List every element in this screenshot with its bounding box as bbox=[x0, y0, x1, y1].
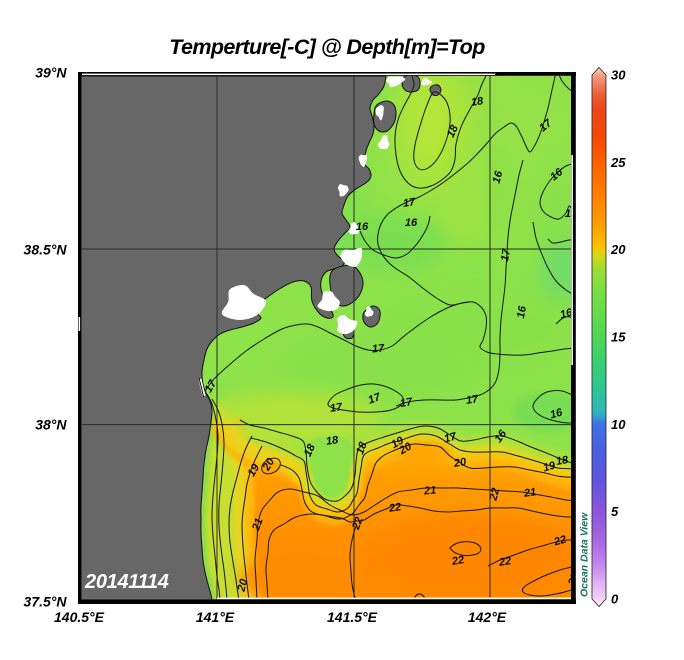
svg-text:21: 21 bbox=[422, 484, 436, 497]
svg-text:Temperture[-C] @ Depth[m]=Top: Temperture[-C] @ Depth[m]=Top bbox=[169, 35, 485, 59]
svg-text:16: 16 bbox=[515, 304, 529, 319]
svg-text:22: 22 bbox=[552, 534, 568, 549]
svg-text:141.5°E: 141.5°E bbox=[327, 609, 378, 625]
svg-text:22: 22 bbox=[487, 487, 502, 503]
svg-text:17: 17 bbox=[371, 342, 385, 355]
svg-text:25: 25 bbox=[610, 155, 626, 170]
svg-text:18: 18 bbox=[470, 95, 485, 109]
svg-text:16: 16 bbox=[549, 406, 565, 421]
svg-text:16: 16 bbox=[491, 169, 506, 185]
svg-text:20: 20 bbox=[452, 456, 468, 470]
svg-text:20141114: 20141114 bbox=[84, 571, 169, 593]
svg-text:140.5°E: 140.5°E bbox=[54, 609, 105, 625]
svg-text:16: 16 bbox=[559, 306, 575, 321]
svg-text:30: 30 bbox=[611, 68, 626, 83]
svg-text:17: 17 bbox=[399, 396, 414, 410]
svg-text:17: 17 bbox=[329, 401, 344, 415]
svg-text:16: 16 bbox=[565, 208, 578, 220]
svg-text:22: 22 bbox=[566, 572, 582, 589]
svg-text:15: 15 bbox=[611, 330, 626, 345]
svg-text:5: 5 bbox=[611, 504, 619, 519]
svg-text:39°N: 39°N bbox=[35, 65, 67, 81]
svg-text:20: 20 bbox=[610, 242, 626, 257]
svg-text:21: 21 bbox=[250, 517, 266, 534]
svg-text:17: 17 bbox=[499, 247, 513, 262]
svg-text:18: 18 bbox=[302, 442, 318, 459]
svg-text:16: 16 bbox=[356, 221, 369, 233]
svg-text:38.5°N: 38.5°N bbox=[24, 242, 68, 258]
svg-text:22: 22 bbox=[497, 555, 512, 569]
svg-text:18: 18 bbox=[555, 454, 570, 468]
svg-text:22: 22 bbox=[387, 501, 402, 515]
svg-text:Ocean Data View: Ocean Data View bbox=[579, 512, 591, 597]
svg-text:22: 22 bbox=[450, 554, 465, 568]
svg-text:0: 0 bbox=[611, 592, 619, 607]
svg-text:17: 17 bbox=[367, 391, 383, 407]
svg-text:22: 22 bbox=[350, 516, 366, 533]
svg-text:18: 18 bbox=[325, 434, 340, 448]
svg-text:17: 17 bbox=[465, 393, 480, 407]
svg-text:37.5°N: 37.5°N bbox=[24, 594, 68, 610]
svg-text:141°E: 141°E bbox=[196, 609, 235, 625]
svg-text:20: 20 bbox=[235, 577, 250, 594]
svg-text:17: 17 bbox=[443, 430, 459, 445]
svg-text:10: 10 bbox=[611, 417, 626, 432]
svg-text:21: 21 bbox=[522, 486, 537, 500]
svg-text:16: 16 bbox=[405, 217, 418, 229]
svg-text:18: 18 bbox=[354, 440, 370, 456]
svg-text:38°N: 38°N bbox=[35, 417, 67, 433]
svg-text:18: 18 bbox=[445, 123, 461, 140]
svg-text:142°E: 142°E bbox=[468, 609, 507, 625]
svg-text:19: 19 bbox=[542, 459, 558, 474]
svg-text:17: 17 bbox=[402, 196, 417, 210]
